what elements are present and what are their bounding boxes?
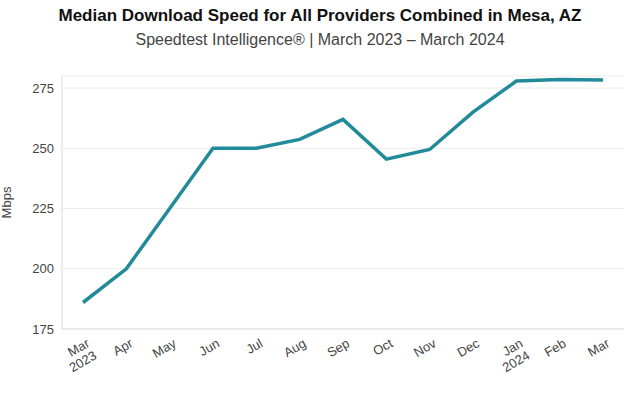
svg-text:Nov: Nov bbox=[411, 335, 439, 360]
html-text:Speedtest Intelligence® | Marc: Speedtest Intelligence® | March 2023 – M… bbox=[135, 31, 505, 48]
svg-text:275: 275 bbox=[32, 81, 54, 96]
svg-text:Dec: Dec bbox=[454, 335, 482, 360]
svg-text:Jun: Jun bbox=[196, 336, 222, 359]
svg-text:225: 225 bbox=[32, 201, 54, 216]
svg-text:Mbps: Mbps bbox=[8, 186, 14, 218]
svg-text:Apr: Apr bbox=[110, 335, 136, 358]
svg-text:Oct: Oct bbox=[370, 335, 395, 358]
svg-text:Aug: Aug bbox=[281, 336, 309, 361]
svg-text:Jul: Jul bbox=[243, 335, 265, 356]
svg-text:250: 250 bbox=[32, 141, 54, 156]
html-text:Median Download Speed for All: Median Download Speed for All Providers … bbox=[58, 6, 582, 25]
svg-text:Mar2023: Mar2023 bbox=[59, 335, 99, 375]
svg-text:Sep: Sep bbox=[324, 336, 352, 361]
svg-text:May: May bbox=[150, 335, 179, 361]
svg-text:Jan2024: Jan2024 bbox=[493, 336, 533, 376]
svg-text:Feb: Feb bbox=[542, 336, 569, 360]
svg-text:200: 200 bbox=[32, 261, 54, 276]
svg-text:Mar: Mar bbox=[585, 335, 612, 360]
svg-text:175: 175 bbox=[32, 322, 54, 337]
